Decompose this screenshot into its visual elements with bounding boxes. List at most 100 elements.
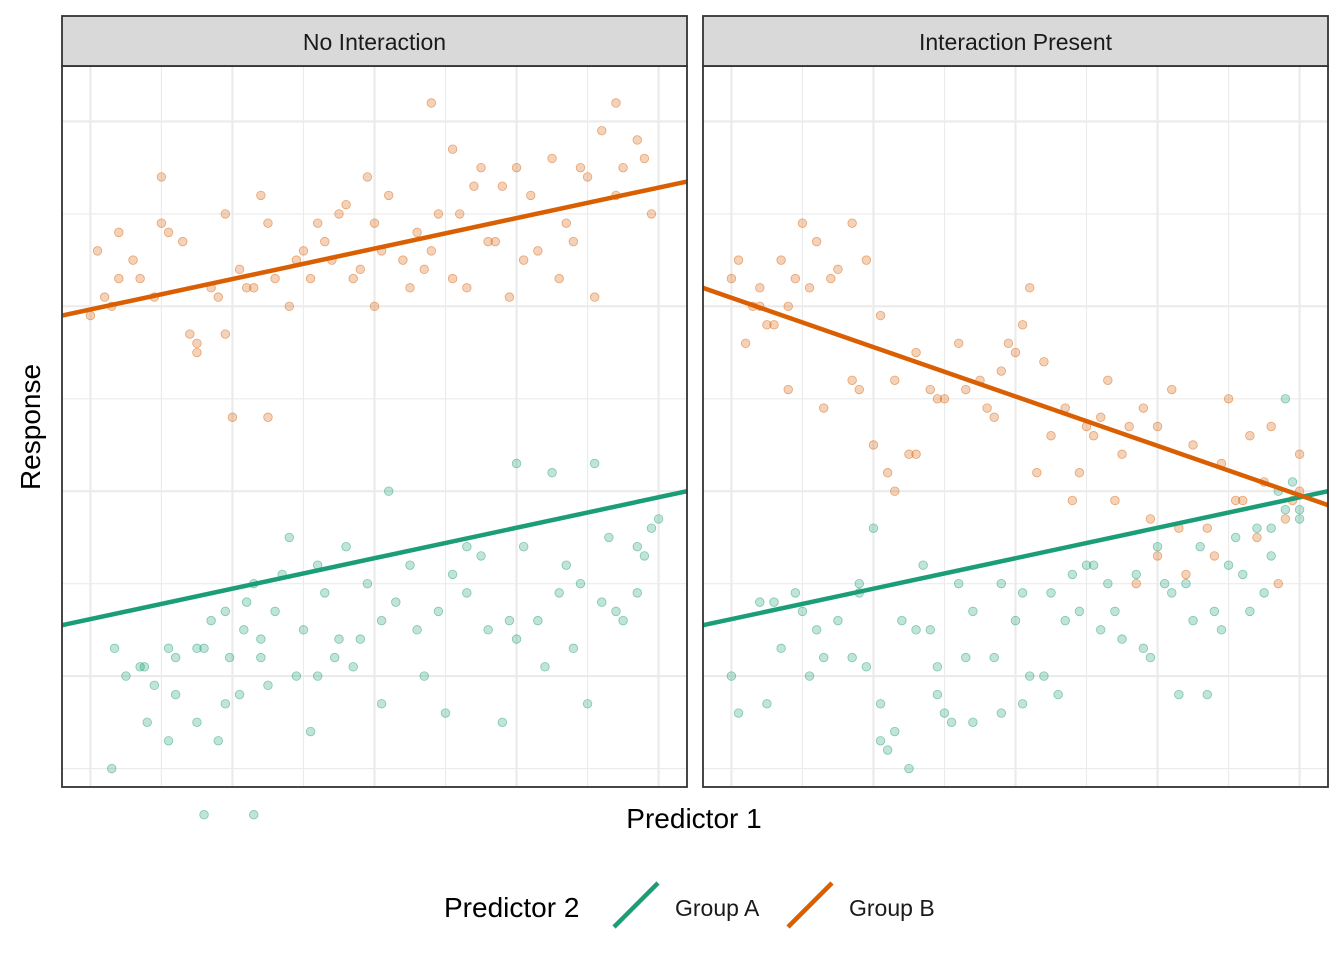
data-point-group-b bbox=[1266, 421, 1276, 432]
data-point-group-a bbox=[882, 745, 893, 755]
data-point-group-b bbox=[632, 135, 642, 145]
data-point-group-a bbox=[170, 689, 181, 700]
data-point-group-b bbox=[783, 301, 793, 312]
data-point-group-a bbox=[961, 652, 971, 663]
data-point-group-b bbox=[646, 209, 657, 219]
data-point-group-b bbox=[99, 292, 110, 302]
data-point-group-b bbox=[1046, 431, 1056, 441]
data-point-group-a bbox=[639, 551, 650, 561]
data-point-group-a bbox=[107, 763, 117, 774]
data-point-group-a bbox=[1238, 569, 1248, 580]
data-point-group-a bbox=[376, 699, 387, 709]
data-point-group-a bbox=[897, 615, 907, 626]
data-point-group-b bbox=[1103, 375, 1113, 385]
fit-line-group-b bbox=[702, 285, 1329, 508]
data-point-group-b bbox=[213, 292, 223, 302]
data-point-group-b bbox=[1110, 495, 1120, 506]
data-point-group-b bbox=[953, 338, 964, 349]
data-point-group-a bbox=[1145, 652, 1156, 663]
data-point-group-b bbox=[312, 218, 323, 228]
data-point-group-b bbox=[804, 283, 815, 293]
data-point-group-b bbox=[1167, 384, 1177, 395]
facet-panel-no-interaction: No Interaction bbox=[61, 15, 688, 820]
data-point-group-b bbox=[362, 172, 373, 182]
data-point-group-a bbox=[1053, 689, 1063, 700]
facet-strip bbox=[702, 15, 1329, 67]
data-point-group-a bbox=[597, 597, 607, 607]
data-point-group-a bbox=[362, 578, 373, 589]
data-point-group-a bbox=[1088, 560, 1099, 570]
data-point-group-a bbox=[419, 671, 429, 681]
data-point-group-a bbox=[554, 588, 564, 598]
data-point-group-a bbox=[234, 689, 245, 700]
data-point-group-a bbox=[341, 541, 351, 552]
data-point-group-b bbox=[1124, 421, 1134, 432]
data-point-group-a bbox=[762, 699, 772, 709]
data-point-group-b bbox=[740, 338, 751, 349]
data-point-group-b bbox=[511, 162, 522, 173]
data-point-group-a bbox=[1195, 541, 1205, 552]
data-point-group-a bbox=[726, 671, 737, 681]
data-point-group-b bbox=[156, 218, 167, 228]
data-point-group-a bbox=[1103, 578, 1113, 589]
facet-title: No Interaction bbox=[303, 29, 446, 55]
data-point-group-a bbox=[890, 726, 900, 737]
data-point-group-a bbox=[348, 662, 358, 672]
data-point-group-a bbox=[270, 606, 280, 617]
data-point-group-b bbox=[819, 403, 829, 413]
data-point-group-a bbox=[733, 708, 744, 718]
data-point-group-a bbox=[170, 652, 181, 663]
data-point-group-b bbox=[85, 310, 96, 321]
data-point-group-b bbox=[575, 162, 586, 173]
data-point-group-b bbox=[762, 320, 772, 330]
data-point-group-a bbox=[433, 606, 444, 617]
data-point-group-b bbox=[320, 236, 330, 247]
panel-grid bbox=[703, 66, 1328, 787]
data-point-group-a bbox=[497, 717, 508, 727]
data-point-group-a bbox=[1096, 625, 1106, 635]
data-point-group-b bbox=[398, 255, 408, 265]
data-point-group-b bbox=[1003, 338, 1014, 349]
data-point-group-a bbox=[932, 689, 943, 700]
data-point-group-b bbox=[369, 218, 380, 228]
data-point-group-b bbox=[1238, 495, 1248, 506]
data-point-group-a bbox=[833, 615, 843, 626]
data-point-group-a bbox=[946, 717, 957, 727]
data-point-group-b bbox=[1245, 431, 1255, 441]
data-point-group-b bbox=[597, 126, 607, 136]
data-point-group-a bbox=[192, 717, 202, 727]
panel-fit-lines bbox=[61, 179, 688, 628]
y-axis-label: Response bbox=[15, 364, 46, 490]
x-axis-label: Predictor 1 bbox=[626, 803, 761, 834]
data-point-group-b bbox=[334, 209, 344, 219]
data-point-group-b bbox=[847, 375, 857, 385]
data-point-group-b bbox=[497, 181, 508, 191]
data-point-group-b bbox=[469, 181, 479, 191]
fit-line-group-a bbox=[702, 489, 1329, 628]
data-point-group-b bbox=[911, 449, 921, 459]
data-point-group-a bbox=[632, 588, 642, 598]
data-point-group-a bbox=[320, 588, 330, 598]
data-point-group-a bbox=[504, 615, 515, 626]
data-point-group-a bbox=[996, 708, 1006, 718]
data-point-group-a bbox=[1294, 504, 1305, 515]
data-point-group-b bbox=[1117, 449, 1127, 459]
facet-strip bbox=[61, 15, 688, 67]
data-point-group-a bbox=[568, 643, 579, 654]
data-point-group-a bbox=[192, 643, 202, 654]
data-point-group-b bbox=[476, 162, 486, 173]
data-point-group-b bbox=[561, 218, 571, 228]
data-point-group-a bbox=[1259, 588, 1269, 598]
data-point-group-b bbox=[447, 273, 458, 284]
data-point-group-b bbox=[1010, 347, 1021, 358]
data-point-group-b bbox=[554, 273, 564, 284]
data-point-group-a bbox=[1046, 588, 1056, 598]
data-point-group-b bbox=[1252, 532, 1262, 543]
data-point-group-a bbox=[149, 680, 160, 691]
data-point-group-b bbox=[1039, 357, 1049, 367]
data-point-group-b bbox=[504, 292, 515, 302]
data-point-group-b bbox=[128, 255, 138, 265]
data-point-group-a bbox=[256, 652, 266, 663]
data-point-group-a bbox=[1017, 588, 1028, 598]
data-point-group-b bbox=[135, 273, 145, 284]
